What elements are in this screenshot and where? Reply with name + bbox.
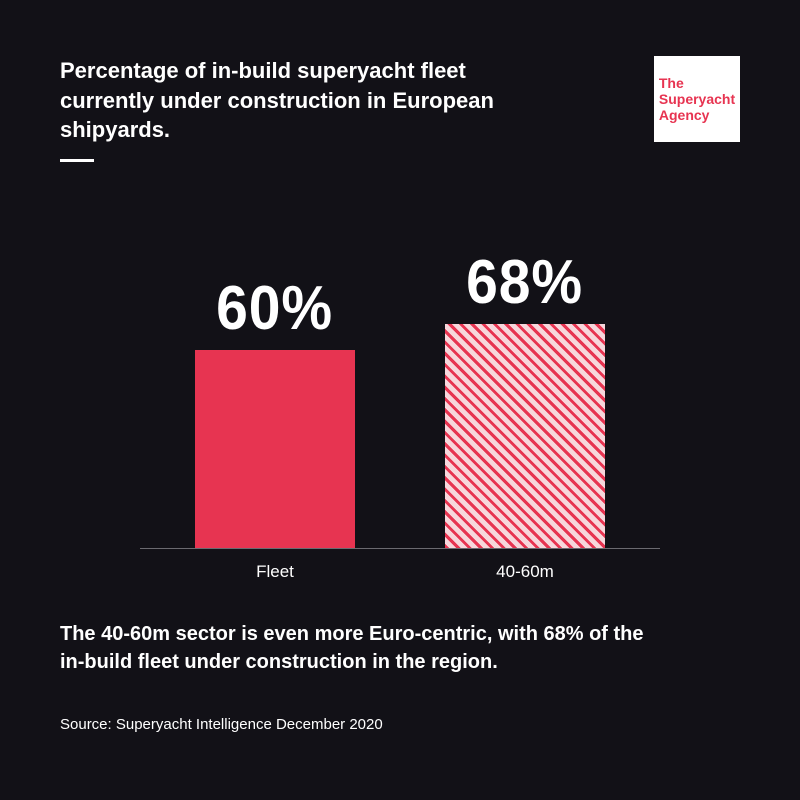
page-title: Percentage of in-build superyacht fleet … [60, 56, 500, 145]
bar-group-fleet: 60% Fleet [195, 273, 355, 582]
title-block: Percentage of in-build superyacht fleet … [60, 56, 500, 162]
infographic-container: Percentage of in-build superyacht fleet … [0, 0, 800, 800]
logo-line-3: Agency [659, 107, 710, 123]
bar-chart: 60% Fleet 68% 40-60m [140, 212, 660, 582]
brand-logo: The Superyacht Agency [654, 56, 740, 142]
logo-line-1: The [659, 75, 684, 91]
bar-label: 40-60m [496, 562, 554, 582]
bar-value: 68% [467, 247, 584, 318]
source-text: Source: Superyacht Intelligence December… [60, 716, 740, 733]
brand-logo-text: The Superyacht Agency [659, 75, 735, 123]
bar-40-60m [445, 324, 605, 548]
bar-value: 60% [217, 273, 334, 344]
header: Percentage of in-build superyacht fleet … [60, 56, 740, 162]
bar-label: Fleet [256, 562, 294, 582]
description-text: The 40-60m sector is even more Euro-cent… [60, 620, 670, 676]
bar-group-40-60m: 68% 40-60m [445, 247, 605, 582]
logo-line-2: Superyacht [659, 91, 735, 107]
chart-area: 60% Fleet 68% 40-60m [60, 212, 740, 582]
title-underline [60, 159, 94, 162]
bar-fleet [195, 350, 355, 548]
